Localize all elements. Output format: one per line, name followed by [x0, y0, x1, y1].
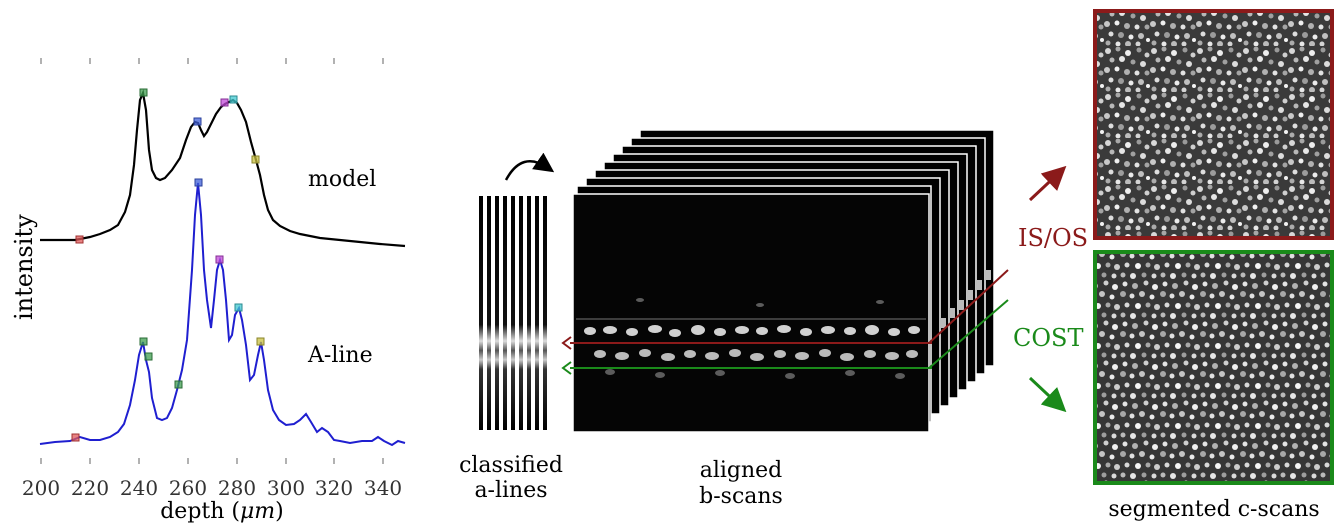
x-tick-260: 260 [169, 476, 207, 500]
x-tick-340: 340 [364, 476, 402, 500]
aligned-label-1: aligned [700, 458, 783, 483]
aline-marker-yellow [256, 337, 265, 346]
x-tick-200: 200 [22, 476, 60, 500]
model-marker-cyan [229, 95, 238, 104]
aligned-b-scans-stack: aligned b-scans [561, 129, 1009, 509]
classified-a-lines: classified a-lines [459, 152, 563, 503]
model-marker-red [75, 235, 84, 244]
aline-label: A-line [307, 343, 373, 368]
x-tick-labels: 200 220 240 260 280 300 320 340 [22, 476, 402, 500]
cost-label: COST [1013, 324, 1084, 352]
aline-marker-red [71, 433, 80, 442]
intensity-plot: model A-line intensity 200 220 240 260 2… [10, 58, 406, 523]
aline-marker-green-3 [174, 380, 183, 389]
aligned-label-2: b-scans [699, 484, 783, 509]
x-tick-320: 320 [315, 476, 353, 500]
aline-peak-markers [71, 178, 265, 442]
x-axis-label-main: depth ( [160, 499, 240, 523]
layer-arrows: IS/OS COST [1013, 165, 1088, 413]
model-label: model [308, 167, 376, 192]
y-axis-label: intensity [10, 214, 38, 320]
model-marker-blue [193, 117, 202, 126]
cost-c-scan [1093, 250, 1334, 485]
model-curve [40, 89, 406, 248]
curved-arrow [504, 152, 555, 181]
x-axis-label: depth (μm) [160, 499, 284, 523]
front-b-scan-speckle [576, 298, 926, 379]
top-ticks [40, 58, 384, 64]
cost-arrow [1028, 376, 1067, 413]
model-marker-magenta [220, 98, 229, 107]
model-peak-markers [75, 88, 260, 244]
aline-marker-magenta [215, 255, 224, 264]
x-tick-280: 280 [218, 476, 256, 500]
classified-label-2: a-lines [474, 478, 547, 503]
segmented-label: segmented c-scans [1108, 497, 1319, 522]
model-marker-yellow [251, 155, 260, 164]
x-tick-240: 240 [120, 476, 158, 500]
x-tick-220: 220 [71, 476, 109, 500]
bottom-ticks [40, 458, 384, 464]
aline-marker-green-1 [139, 337, 148, 346]
isos-arrow [1028, 165, 1067, 202]
front-b-scan [572, 193, 930, 433]
segmented-c-scans: segmented c-scans [1093, 9, 1334, 522]
x-axis-label-close: ) [275, 499, 284, 523]
x-tick-300: 300 [267, 476, 305, 500]
aline-marker-cyan [234, 303, 243, 312]
isos-c-scan [1093, 9, 1334, 240]
isos-label: IS/OS [1018, 224, 1088, 252]
aline-marker-blue [194, 178, 203, 187]
cost-plane [570, 299, 1009, 369]
aline-curve [39, 182, 406, 447]
aline-marker-green-2 [144, 352, 153, 361]
isos-plane [570, 269, 1009, 344]
x-axis-label-unit: μm [240, 499, 275, 523]
model-marker-green [139, 88, 148, 97]
classified-label-1: classified [459, 453, 563, 478]
